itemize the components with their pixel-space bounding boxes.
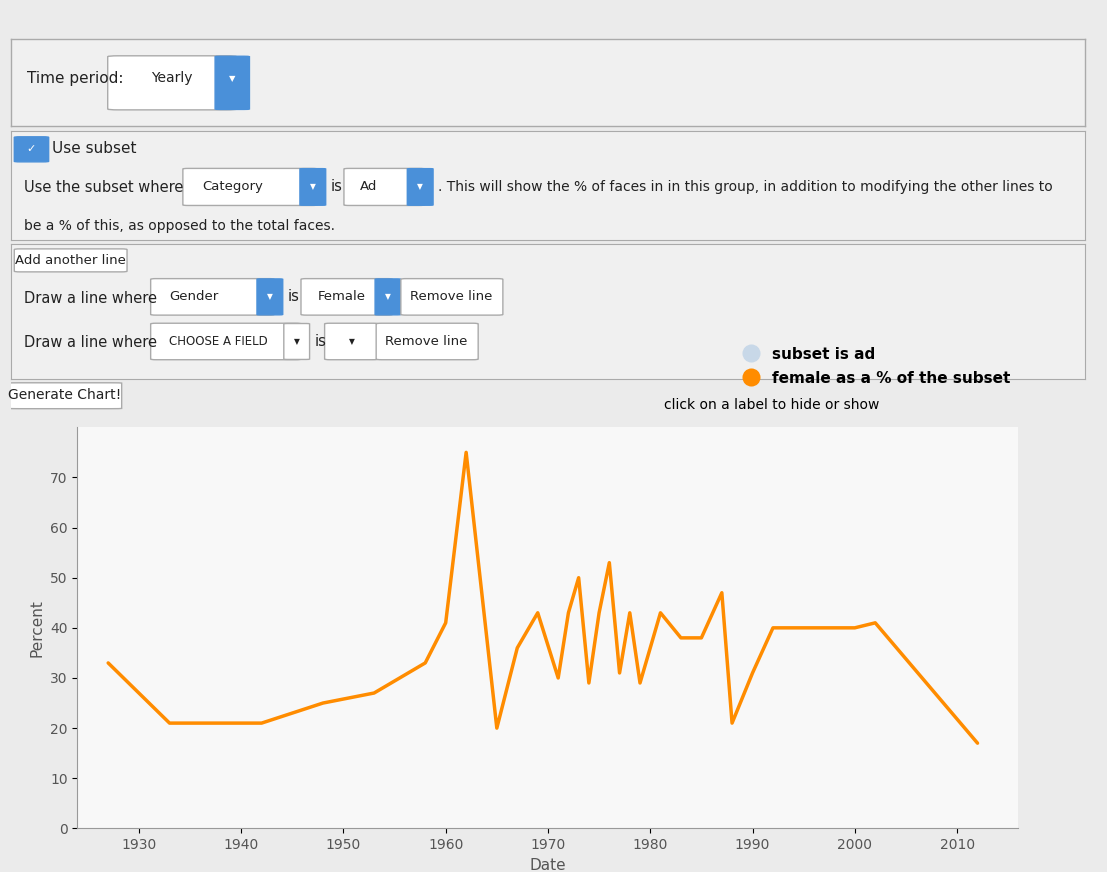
Text: ▼: ▼ — [310, 182, 315, 192]
Text: ▼: ▼ — [385, 292, 391, 302]
Text: is: is — [315, 334, 327, 349]
Text: Yearly: Yearly — [151, 72, 193, 85]
Text: Category: Category — [203, 181, 263, 194]
FancyBboxPatch shape — [283, 324, 310, 359]
Legend: subset is ad, female as a % of the subset: subset is ad, female as a % of the subse… — [736, 347, 1011, 385]
FancyBboxPatch shape — [375, 279, 401, 315]
Text: ▼: ▼ — [228, 74, 235, 83]
Text: Use the subset where: Use the subset where — [24, 180, 184, 195]
FancyBboxPatch shape — [215, 56, 249, 110]
Text: ▼: ▼ — [293, 337, 300, 346]
Text: Draw a line where: Draw a line where — [24, 290, 157, 306]
Text: Add another line: Add another line — [14, 254, 125, 267]
Text: is: is — [331, 180, 343, 194]
FancyBboxPatch shape — [151, 279, 275, 315]
FancyBboxPatch shape — [344, 168, 424, 206]
Text: Gender: Gender — [169, 290, 218, 303]
Text: Ad: Ad — [360, 181, 377, 194]
FancyBboxPatch shape — [14, 249, 127, 272]
FancyBboxPatch shape — [9, 383, 122, 409]
Text: CHOOSE A FIELD: CHOOSE A FIELD — [169, 335, 268, 348]
Text: Remove line: Remove line — [410, 290, 493, 303]
X-axis label: Date: Date — [529, 858, 567, 872]
Text: Draw a line where: Draw a line where — [24, 336, 157, 351]
FancyBboxPatch shape — [183, 168, 317, 206]
FancyBboxPatch shape — [407, 168, 433, 205]
FancyBboxPatch shape — [376, 324, 478, 360]
FancyBboxPatch shape — [401, 279, 503, 315]
Text: Female: Female — [318, 290, 366, 303]
Text: Remove line: Remove line — [385, 335, 468, 348]
Text: is: is — [288, 290, 300, 304]
FancyBboxPatch shape — [324, 324, 379, 360]
Text: ▼: ▼ — [349, 337, 354, 346]
Text: Generate Chart!: Generate Chart! — [8, 388, 122, 402]
FancyBboxPatch shape — [301, 279, 392, 315]
Y-axis label: Percent: Percent — [30, 599, 44, 657]
Text: ▼: ▼ — [417, 182, 423, 192]
Text: . This will show the % of faces in in this group, in addition to modifying the o: . This will show the % of faces in in th… — [438, 180, 1053, 194]
Text: be a % of this, as opposed to the total faces.: be a % of this, as opposed to the total … — [24, 219, 335, 233]
FancyBboxPatch shape — [300, 168, 325, 205]
Text: Use subset: Use subset — [52, 140, 136, 156]
Text: ▼: ▼ — [267, 292, 272, 302]
FancyBboxPatch shape — [107, 56, 237, 110]
Text: Time period:: Time period: — [28, 71, 124, 86]
Text: ✓: ✓ — [27, 145, 37, 154]
FancyBboxPatch shape — [14, 137, 49, 162]
FancyBboxPatch shape — [151, 324, 301, 360]
FancyBboxPatch shape — [257, 279, 282, 315]
Text: click on a label to hide or show: click on a label to hide or show — [664, 398, 880, 412]
